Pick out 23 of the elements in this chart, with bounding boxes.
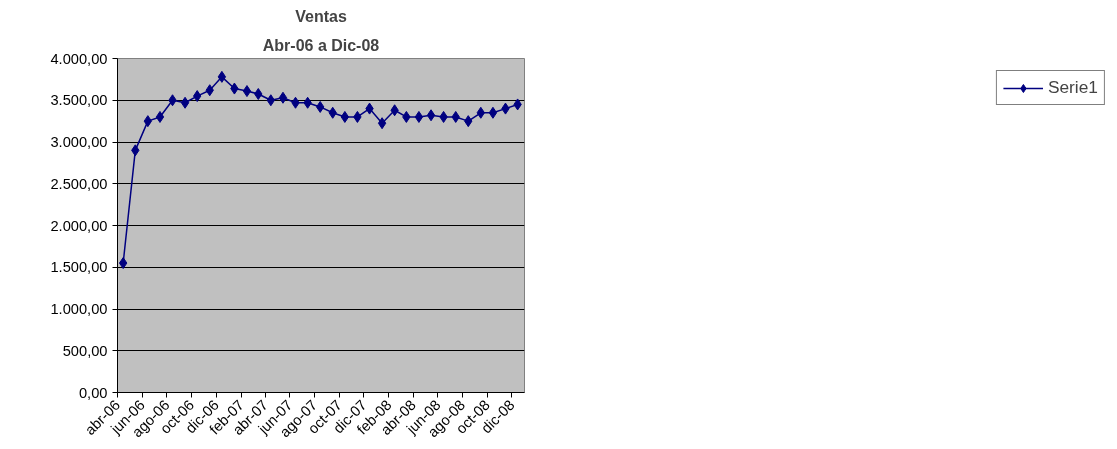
point bbox=[278, 91, 288, 104]
point bbox=[377, 117, 387, 130]
point bbox=[180, 96, 190, 109]
chart-title: Ventas bbox=[295, 7, 347, 25]
y-tick-label: 0,00 bbox=[78, 384, 108, 401]
y-tick-label: 3.000,00 bbox=[50, 134, 108, 150]
y-tick-label: 500,00 bbox=[62, 342, 108, 359]
legend-label: Serie1 bbox=[1047, 77, 1098, 98]
y-tick-label: 4.000,00 bbox=[50, 50, 108, 67]
point bbox=[426, 109, 436, 122]
point bbox=[488, 106, 498, 119]
point bbox=[143, 115, 153, 128]
point bbox=[414, 110, 424, 123]
y-tick-label: 2.000,00 bbox=[50, 217, 108, 234]
point bbox=[217, 70, 227, 83]
point bbox=[242, 85, 252, 98]
y-tick-label: 3.500,00 bbox=[50, 92, 108, 109]
point bbox=[340, 110, 350, 123]
chart-subtitle: Abr-06 a Dic-08 bbox=[262, 36, 380, 54]
y-tick-label: 1.500,00 bbox=[50, 259, 108, 276]
point bbox=[155, 110, 165, 123]
y-tick-label: 2.500,00 bbox=[50, 175, 108, 192]
y-tick-label: 1.000,00 bbox=[50, 301, 108, 317]
